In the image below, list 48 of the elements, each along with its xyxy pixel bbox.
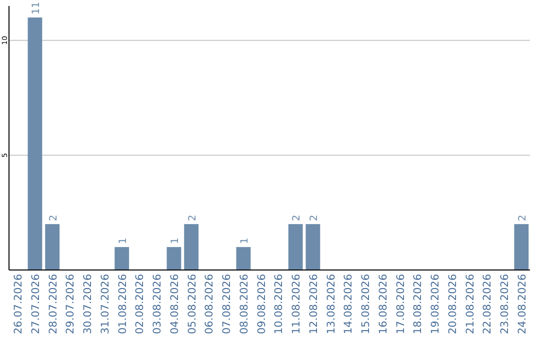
data-label: 2 [308, 214, 320, 222]
bar [288, 224, 303, 270]
data-label: 2 [187, 214, 198, 222]
x-tick-label: 06.08.2026 [204, 274, 216, 334]
x-tick-label: 30.07.2026 [82, 274, 94, 334]
x-tick-label: 13.08.2026 [325, 274, 338, 334]
data-label: 2 [517, 214, 528, 222]
bar [306, 224, 320, 270]
x-tick-label: 31.07.2026 [99, 274, 112, 334]
x-tick-label: 17.08.2026 [394, 274, 407, 334]
bar [236, 247, 251, 270]
x-tick-label: 14.08.2026 [342, 274, 355, 334]
data-label: 1 [118, 238, 129, 244]
bar [184, 224, 199, 270]
bar [114, 247, 130, 270]
x-tick-label: 29.07.2026 [64, 274, 77, 334]
data-label: 2 [48, 214, 60, 222]
x-tick-label: 09.08.2026 [256, 274, 268, 334]
x-tick-label: 18.08.2026 [412, 274, 424, 334]
x-tick-label: 27.07.2026 [30, 274, 42, 334]
x-tick-label: 11.08.2026 [290, 274, 303, 334]
x-tick-label: 15.08.2026 [360, 274, 372, 334]
x-tick-label: 05.08.2026 [186, 274, 198, 334]
data-label: 2 [292, 214, 303, 222]
bar [514, 224, 529, 270]
data-label: 1 [170, 238, 181, 244]
x-tick-label: 23.08.2026 [499, 274, 512, 334]
x-tick-label: 21.08.2026 [464, 274, 476, 334]
bar [45, 224, 60, 270]
x-tick-label: 28.07.2026 [47, 274, 60, 334]
x-tick-label: 08.08.2026 [238, 274, 250, 334]
bar [28, 17, 42, 270]
x-tick-label: 20.08.2026 [446, 274, 459, 334]
x-tick-label: 01.08.2026 [116, 274, 129, 334]
data-label: 11 [30, 2, 42, 14]
x-tick-label: 24.08.2026 [516, 274, 528, 334]
x-tick-label: 26.07.2026 [12, 274, 25, 334]
x-tick-label: 10.08.2026 [273, 274, 286, 334]
x-tick-label: 07.08.2026 [221, 274, 234, 334]
x-tick-label: 02.08.2026 [134, 274, 146, 334]
x-tick-label: 22.08.2026 [482, 274, 494, 334]
x-tick-label: 19.08.2026 [430, 274, 442, 334]
x-tick-label: 03.08.2026 [152, 274, 164, 334]
x-tick-label: 12.08.2026 [308, 274, 320, 334]
x-tick-label: 04.08.2026 [168, 274, 181, 334]
x-tick-label: 16.08.2026 [377, 274, 390, 334]
bar [166, 247, 182, 270]
data-label: 1 [239, 238, 250, 244]
